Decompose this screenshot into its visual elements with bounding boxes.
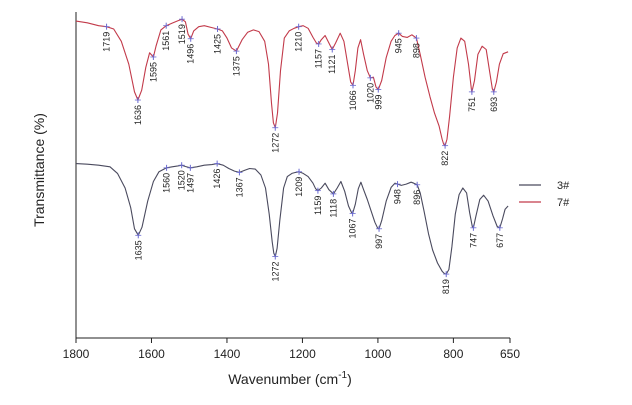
peak-label-3-819: 819 [441, 279, 451, 294]
peak-label-3-1067: 1067 [348, 218, 358, 238]
peak-label-3-747: 747 [468, 233, 478, 248]
peak-label-7-1375: 1375 [231, 56, 241, 76]
plot-area: 1800 1600 1400 1200 1000 800 650 1719163615951… [63, 12, 520, 361]
peak-label-7-945: 945 [394, 38, 404, 53]
peak-label-7-1425: 1425 [213, 34, 223, 54]
peak-label-7-1272: 1272 [270, 133, 280, 153]
x-tick-label-1800: 1800 [63, 347, 90, 361]
peak-label-7-1595: 1595 [148, 62, 158, 82]
x-tick-label-1000: 1000 [365, 347, 392, 361]
peak-label-3-1560: 1560 [162, 173, 172, 193]
peak-label-7-1719: 1719 [102, 32, 112, 52]
peak-label-7-822: 822 [440, 151, 450, 166]
peak-label-3-1118: 1118 [328, 199, 338, 218]
peak-label-3-677: 677 [495, 233, 505, 248]
x-axis-title: Wavenumber (cm-1) [228, 370, 352, 387]
peak-label-3-1520: 1520 [177, 170, 187, 190]
peak-label-3-896: 896 [412, 190, 422, 205]
peak-label-7-1066: 1066 [348, 90, 358, 110]
x-tick-label-1200: 1200 [289, 347, 316, 361]
legend: 3# 7# [519, 180, 570, 209]
peak-label-7-751: 751 [467, 97, 477, 112]
series-line-3 [75, 163, 509, 275]
x-tick-label-650: 650 [500, 347, 520, 361]
legend-label-7: 7# [557, 197, 570, 209]
peak-label-7-1020: 1020 [365, 83, 375, 103]
x-tick-label-1600: 1600 [138, 347, 165, 361]
peak-label-3-1367: 1367 [234, 177, 244, 197]
peak-label-3-948: 948 [393, 189, 403, 204]
peak-label-3-1209: 1209 [294, 177, 304, 197]
legend-label-3: 3# [557, 180, 570, 192]
x-axis-ticks: 1800 1600 1400 1200 1000 800 650 [63, 338, 520, 361]
peak-label-3-997: 997 [374, 234, 384, 249]
x-tick-label-1400: 1400 [214, 347, 241, 361]
peak-label-3-1426: 1426 [212, 169, 222, 189]
peak-label-7-1157: 1157 [314, 49, 324, 68]
series-layer [75, 18, 509, 275]
series-line-7 [75, 18, 509, 147]
x-axis-title-close: ) [347, 371, 352, 387]
peak-label-7-1496: 1496 [186, 44, 196, 64]
peak-label-7-1121: 1121 [327, 54, 337, 73]
peak-label-7-1519: 1519 [177, 24, 187, 44]
peak-label-7-1636: 1636 [133, 105, 143, 125]
x-tick-label-800: 800 [443, 347, 463, 361]
peak-label-7-1210: 1210 [294, 32, 304, 52]
peak-label-7-693: 693 [489, 97, 499, 112]
peak-label-3-1635: 1635 [133, 240, 143, 260]
peak-label-3-1159: 1159 [313, 196, 323, 215]
peak-label-7-898: 898 [411, 43, 421, 58]
peak-label-7-1561: 1561 [161, 31, 171, 51]
peak-label-3-1497: 1497 [185, 173, 195, 193]
peak-label-7-999: 999 [373, 95, 383, 110]
y-axis-title: Transmittance (%) [31, 113, 47, 227]
x-axis-title-text: Wavenumber (cm [228, 371, 338, 387]
peak-label-3-1272: 1272 [270, 262, 280, 282]
x-axis-title-superscript: -1 [338, 370, 347, 381]
